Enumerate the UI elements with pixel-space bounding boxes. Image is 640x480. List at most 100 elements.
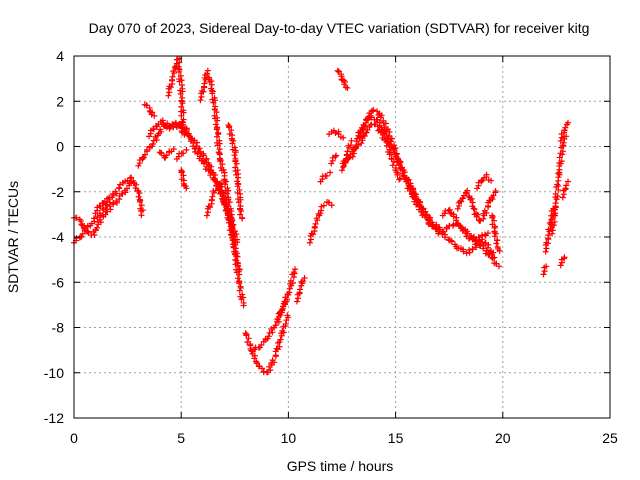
data-point xyxy=(209,193,216,200)
data-point xyxy=(233,160,240,167)
series-track-23 xyxy=(326,127,347,141)
data-point xyxy=(492,187,499,194)
data-point xyxy=(85,229,92,236)
data-point xyxy=(238,296,245,303)
data-point xyxy=(389,162,396,169)
data-point xyxy=(542,248,549,255)
data-point xyxy=(224,190,231,197)
data-point xyxy=(210,188,217,195)
data-point xyxy=(232,149,239,156)
data-point xyxy=(551,218,558,225)
series-track-02 xyxy=(71,178,135,239)
series-track-38 xyxy=(557,119,572,144)
series-track-19 xyxy=(306,202,327,246)
data-point xyxy=(236,211,243,218)
data-point xyxy=(284,296,291,303)
data-point xyxy=(416,201,423,208)
data-point xyxy=(406,183,413,190)
data-point xyxy=(91,232,98,239)
data-point xyxy=(178,112,185,119)
data-point xyxy=(422,208,429,215)
y-axis-ticks: -12 -10 -8 -6 -4 -2 0 2 4 xyxy=(44,48,610,426)
series-track-22 xyxy=(328,152,340,167)
data-point xyxy=(230,137,237,144)
data-point xyxy=(219,161,226,168)
data-point xyxy=(165,92,172,99)
data-point xyxy=(79,230,86,237)
data-point xyxy=(222,181,229,188)
x-axis-ticks: 0 5 10 15 20 25 xyxy=(70,56,618,446)
data-point xyxy=(133,181,140,188)
data-point xyxy=(274,316,281,323)
series-track-21 xyxy=(323,199,335,209)
data-point xyxy=(559,148,566,155)
data-point xyxy=(383,142,390,149)
data-point xyxy=(447,209,454,216)
data-point xyxy=(183,146,190,153)
data-point xyxy=(213,126,220,133)
data-point xyxy=(355,141,362,148)
data-point xyxy=(293,298,300,305)
data-point xyxy=(557,262,564,269)
data-point xyxy=(179,100,186,107)
data-point xyxy=(236,287,243,294)
data-point xyxy=(357,127,364,134)
data-point xyxy=(486,197,493,204)
data-point xyxy=(251,355,258,362)
data-point xyxy=(469,245,476,252)
data-point xyxy=(263,369,270,376)
data-point xyxy=(545,232,552,239)
data-point xyxy=(212,121,219,128)
data-point xyxy=(175,68,182,75)
data-point xyxy=(493,240,500,247)
data-point xyxy=(96,202,103,209)
data-point xyxy=(327,169,334,176)
grid-lines xyxy=(74,56,610,418)
data-point xyxy=(102,211,109,218)
data-point xyxy=(258,365,265,372)
data-point xyxy=(118,190,125,197)
data-point xyxy=(358,140,365,147)
series-track-35 xyxy=(491,260,503,270)
y-axis-title: SDTVAR / TECUs xyxy=(5,181,21,293)
data-point xyxy=(496,247,503,254)
data-point xyxy=(492,230,499,237)
data-point xyxy=(198,87,205,94)
series-track-03 xyxy=(92,194,113,217)
data-point xyxy=(565,178,572,185)
data-point xyxy=(240,302,247,309)
data-point xyxy=(484,244,491,251)
data-point xyxy=(235,174,242,181)
data-point xyxy=(204,67,211,74)
data-point xyxy=(208,163,215,170)
data-point xyxy=(234,183,241,190)
x-tick-label: 10 xyxy=(281,430,297,446)
data-point xyxy=(320,202,327,209)
data-point xyxy=(194,139,201,146)
data-point xyxy=(364,126,371,133)
data-point xyxy=(123,185,130,192)
data-point xyxy=(80,224,87,231)
data-point xyxy=(490,192,497,199)
data-point xyxy=(347,151,354,158)
data-point xyxy=(163,152,170,159)
data-point xyxy=(180,150,187,157)
series-track-39 xyxy=(559,178,572,201)
data-point xyxy=(176,78,183,85)
series-track-40 xyxy=(557,254,568,269)
data-point xyxy=(332,153,339,160)
data-point xyxy=(200,152,207,159)
data-point xyxy=(340,134,347,141)
data-point xyxy=(226,212,233,219)
data-point xyxy=(236,186,243,193)
data-point xyxy=(181,131,188,138)
data-point xyxy=(236,271,243,278)
data-point xyxy=(491,217,498,224)
data-point xyxy=(269,329,276,336)
data-point xyxy=(230,244,237,251)
data-point xyxy=(549,227,556,234)
data-point xyxy=(203,212,210,219)
data-point xyxy=(465,193,472,200)
data-point xyxy=(228,225,235,232)
data-point xyxy=(237,284,244,291)
